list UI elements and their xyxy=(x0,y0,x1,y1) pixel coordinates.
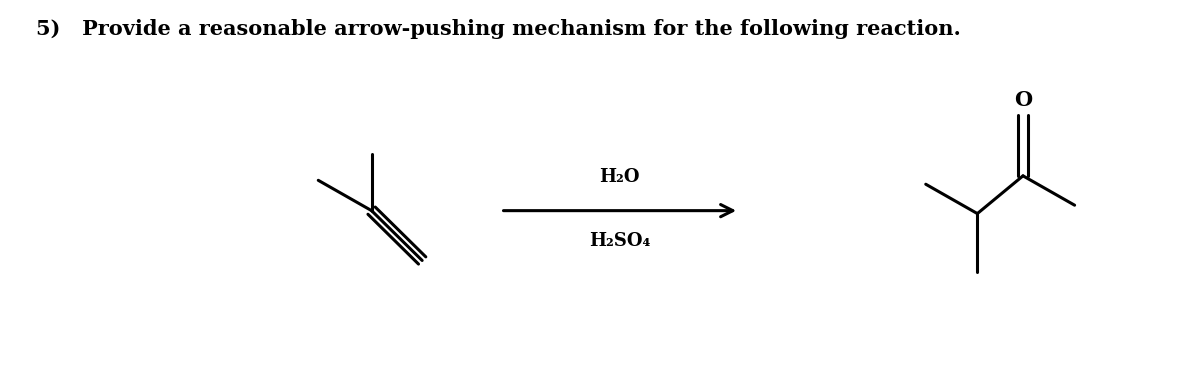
Text: 5)   Provide a reasonable arrow-pushing mechanism for the following reaction.: 5) Provide a reasonable arrow-pushing me… xyxy=(36,19,961,39)
Text: O: O xyxy=(1014,90,1032,110)
Text: H₂SO₄: H₂SO₄ xyxy=(589,232,650,250)
Text: H₂O: H₂O xyxy=(600,168,640,186)
